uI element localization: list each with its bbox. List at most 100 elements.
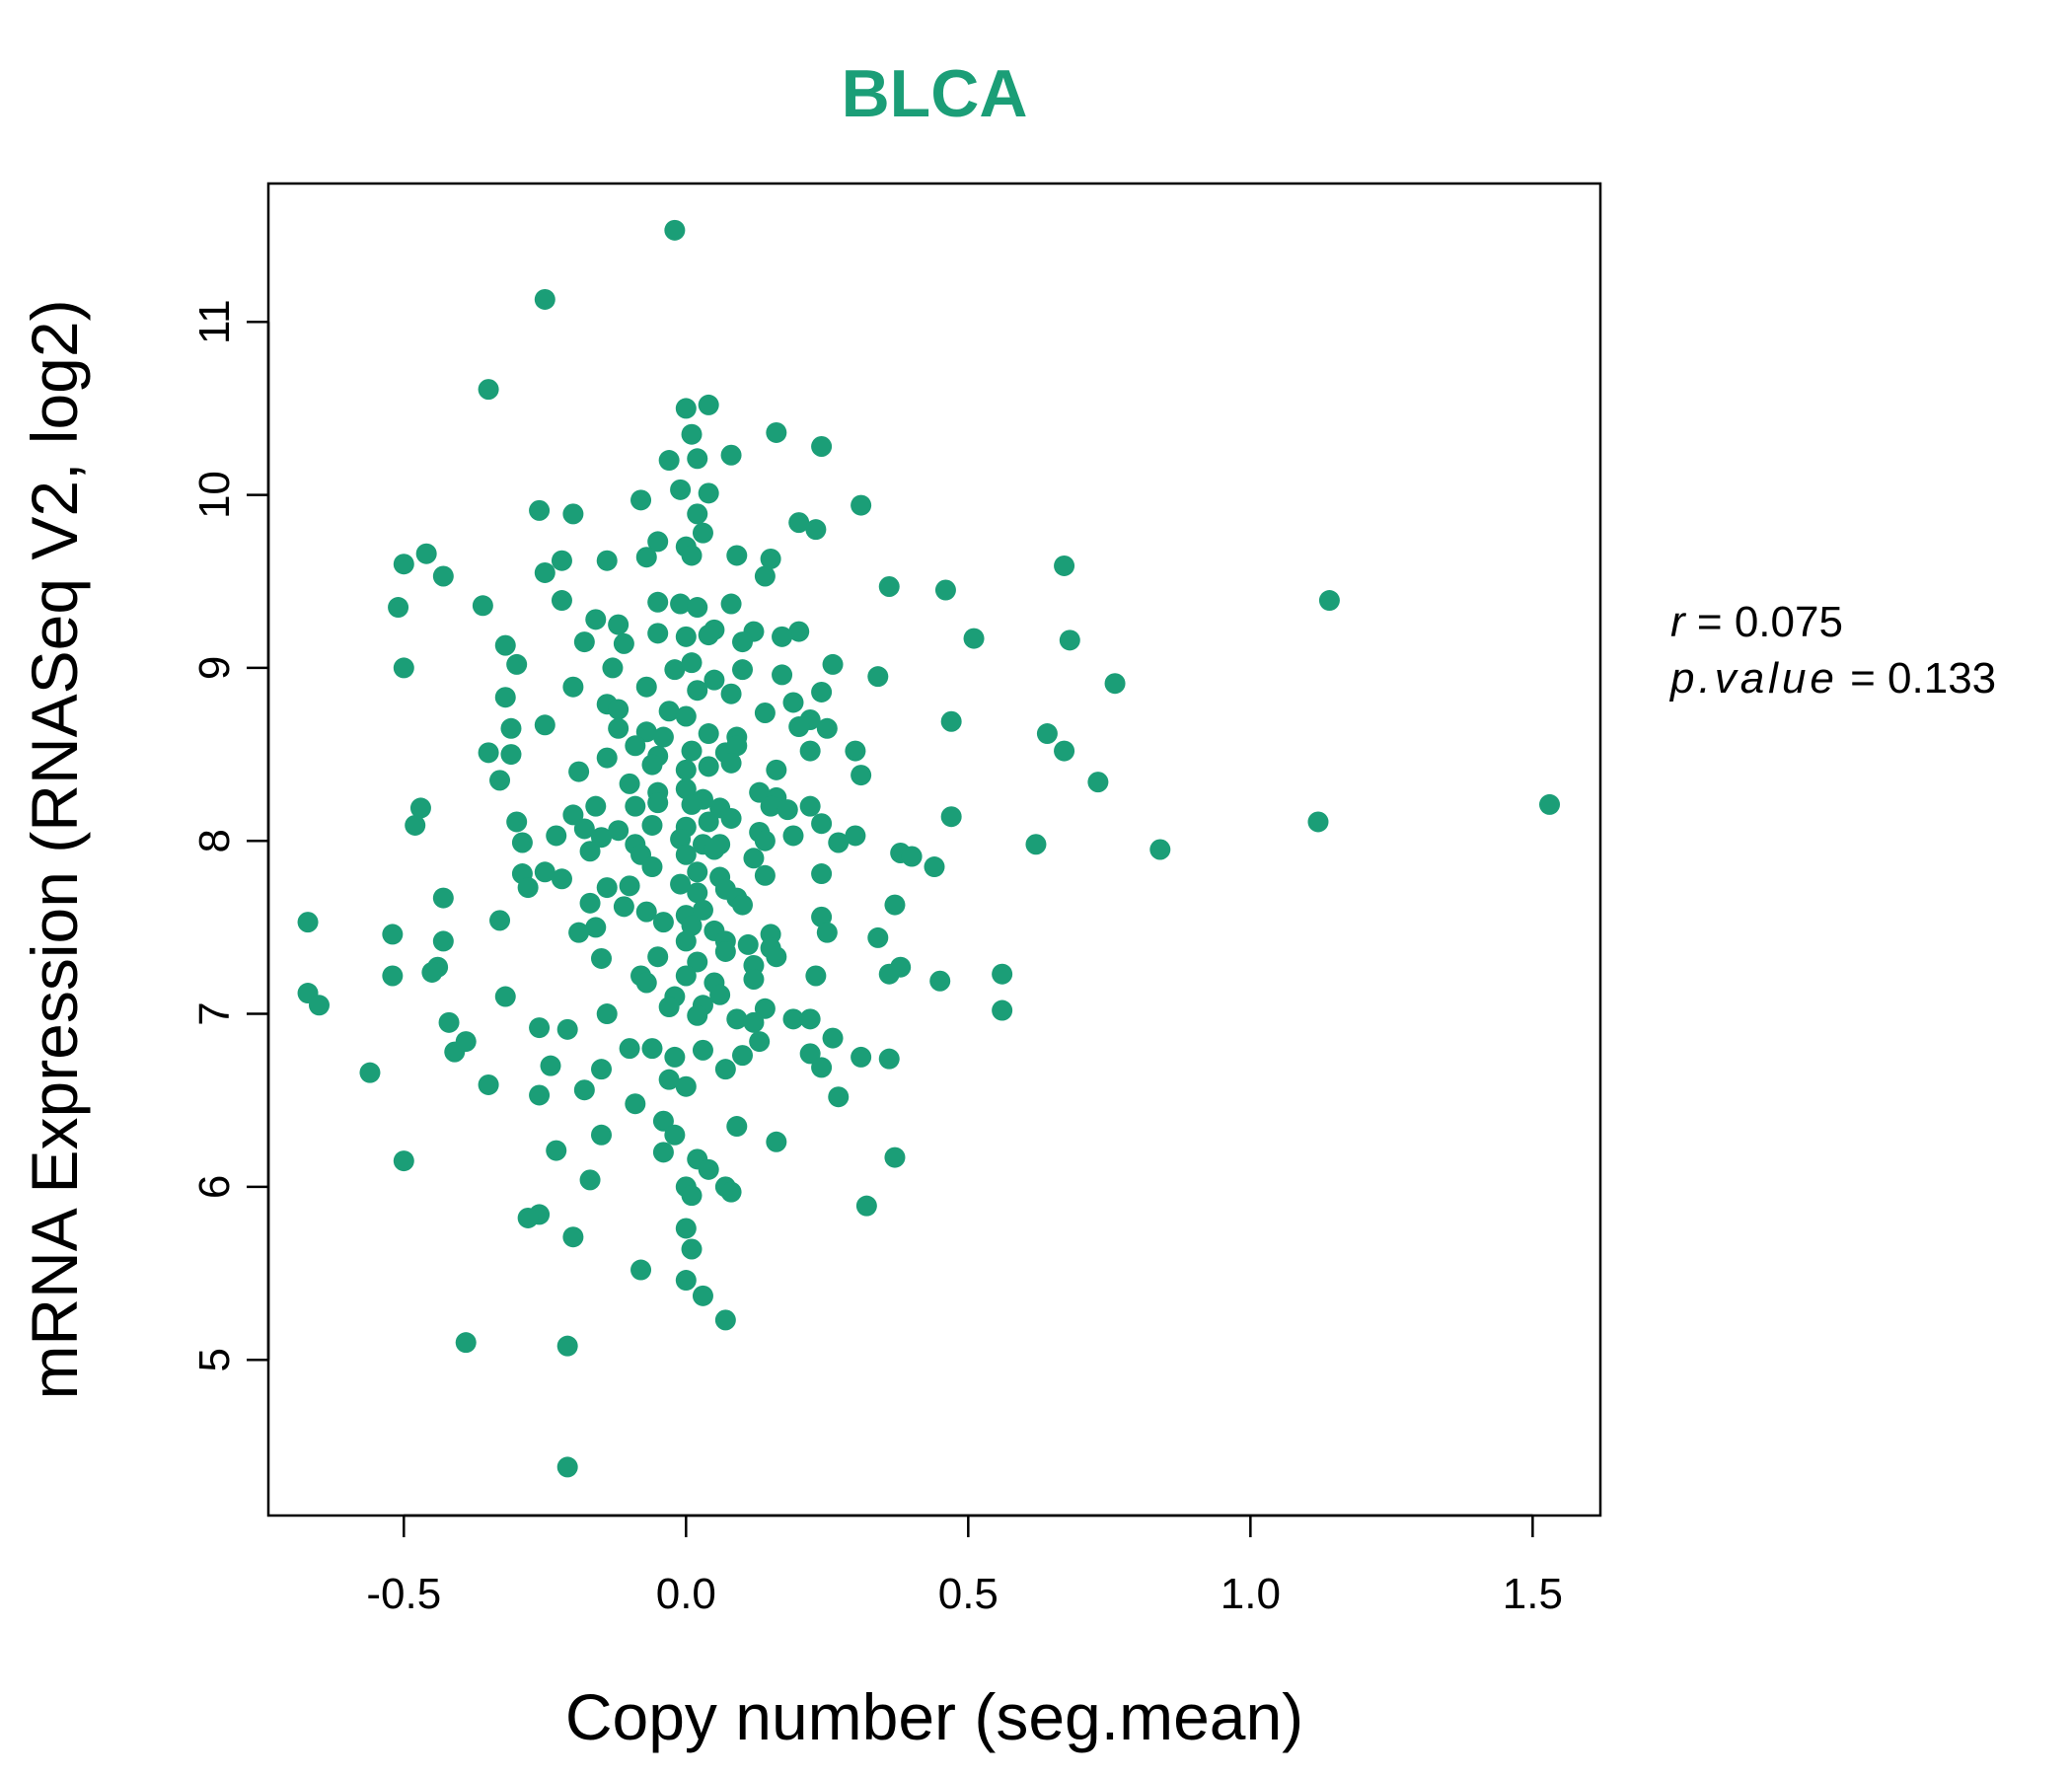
data-point [692, 899, 713, 921]
data-point [596, 550, 618, 571]
data-point [687, 1004, 708, 1026]
data-point [534, 288, 555, 310]
data-point [799, 1043, 821, 1065]
data-point [901, 846, 923, 867]
data-point [562, 503, 584, 525]
data-point [478, 1073, 499, 1095]
data-point [393, 657, 414, 679]
data-point [297, 912, 319, 933]
data-point [494, 634, 516, 656]
data-point [698, 394, 719, 415]
data-point [811, 1057, 833, 1078]
data-point [1036, 723, 1058, 745]
data-point [1149, 839, 1171, 860]
data-point [308, 995, 330, 1016]
data-point [687, 597, 708, 619]
data-point [867, 666, 889, 688]
data-point [641, 856, 663, 878]
data-point [546, 825, 567, 847]
data-point [630, 1259, 652, 1281]
data-point [692, 1285, 713, 1306]
data-point [489, 910, 511, 931]
data-point [760, 795, 781, 817]
data-point [658, 701, 680, 722]
data-point [772, 626, 793, 647]
data-point [421, 961, 443, 983]
data-point [766, 946, 787, 968]
data-point [664, 659, 686, 681]
data-point [963, 628, 985, 649]
data-point [579, 1169, 601, 1191]
data-point [687, 861, 708, 883]
data-point [940, 710, 962, 732]
data-point [494, 687, 516, 708]
data-point [619, 773, 640, 794]
data-point [732, 1045, 754, 1067]
data-point [811, 906, 833, 927]
data-point [698, 811, 719, 833]
data-point [573, 631, 595, 653]
x-tick-label: 0.5 [938, 1570, 999, 1618]
data-point [625, 1093, 646, 1115]
data-point [788, 621, 810, 642]
correlation-annotation: r = 0.075 [1670, 598, 1843, 646]
data-point [714, 940, 736, 962]
data-point [591, 1124, 612, 1146]
data-point [720, 683, 742, 704]
p-label: p.value [1668, 654, 1838, 703]
data-point [596, 747, 618, 769]
data-point [585, 917, 607, 938]
data-point [652, 726, 674, 748]
data-point [720, 752, 742, 774]
data-point [681, 423, 703, 445]
data-point [534, 561, 555, 583]
data-point [754, 702, 776, 723]
data-point [878, 1048, 900, 1070]
data-point [749, 781, 771, 803]
data-point [658, 1069, 680, 1090]
y-tick-label: 8 [190, 829, 239, 852]
data-point [788, 716, 810, 738]
data-point [675, 705, 697, 727]
data-point [1054, 740, 1075, 762]
data-point [382, 965, 404, 987]
data-point [608, 699, 629, 720]
data-point [675, 626, 697, 647]
data-point [934, 579, 956, 601]
data-point [720, 444, 742, 466]
data-point [517, 877, 539, 899]
data-point [743, 1011, 765, 1033]
data-point [828, 1086, 850, 1108]
data-point [405, 814, 426, 836]
data-point [687, 680, 708, 702]
data-point [681, 545, 703, 566]
data-point [647, 531, 669, 553]
y-axis: 5 6 7 8 9 10 11 [190, 299, 270, 1371]
data-point [500, 744, 522, 766]
data-point [562, 804, 584, 826]
data-point [726, 1008, 748, 1030]
data-point [596, 1003, 618, 1025]
data-point [681, 1185, 703, 1207]
data-point [698, 625, 719, 646]
data-point [681, 793, 703, 815]
data-point [681, 1238, 703, 1260]
data-point [855, 1195, 877, 1217]
p-value-annotation: p.value = 0.133 [1668, 654, 1996, 703]
data-point [799, 795, 821, 817]
data-point [472, 595, 493, 617]
data-point [619, 1038, 640, 1060]
data-point [596, 877, 618, 899]
data-point [608, 717, 629, 739]
data-point [743, 968, 765, 990]
data-point [675, 844, 697, 865]
data-point [782, 825, 804, 847]
data-point [500, 717, 522, 739]
data-point [766, 759, 787, 780]
data-point [732, 631, 754, 653]
y-tick-label: 10 [190, 471, 239, 519]
data-point [1025, 834, 1047, 855]
data-point [382, 924, 404, 945]
p-value: 0.133 [1887, 654, 1996, 703]
